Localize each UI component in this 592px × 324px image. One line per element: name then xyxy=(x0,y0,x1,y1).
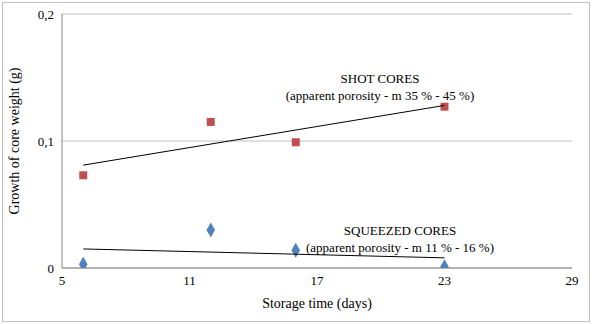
html-text:SHOT CORES: SHOT CORES xyxy=(340,71,420,86)
svg-text:23: 23 xyxy=(438,273,451,288)
svg-text:5: 5 xyxy=(59,273,66,288)
svg-text:Growth of core weight (g): Growth of core weight (g) xyxy=(8,67,23,214)
svg-text:29: 29 xyxy=(566,273,579,288)
svg-text:0,1: 0,1 xyxy=(38,134,54,149)
svg-text:0,2: 0,2 xyxy=(38,7,54,22)
svg-text:0: 0 xyxy=(48,261,55,276)
svg-text:17: 17 xyxy=(311,273,325,288)
svg-text:11: 11 xyxy=(183,273,196,288)
svg-text:Storage time (days): Storage time (days) xyxy=(262,296,372,312)
html-text:(apparent porosity - m 11 % -: (apparent porosity - m 11 % - 16 %) xyxy=(306,240,494,255)
html-text:SQUEEZED CORES: SQUEEZED CORES xyxy=(343,223,457,238)
html-text:(apparent porosity - m 35 % -: (apparent porosity - m 35 % - 45 %) xyxy=(285,88,475,103)
